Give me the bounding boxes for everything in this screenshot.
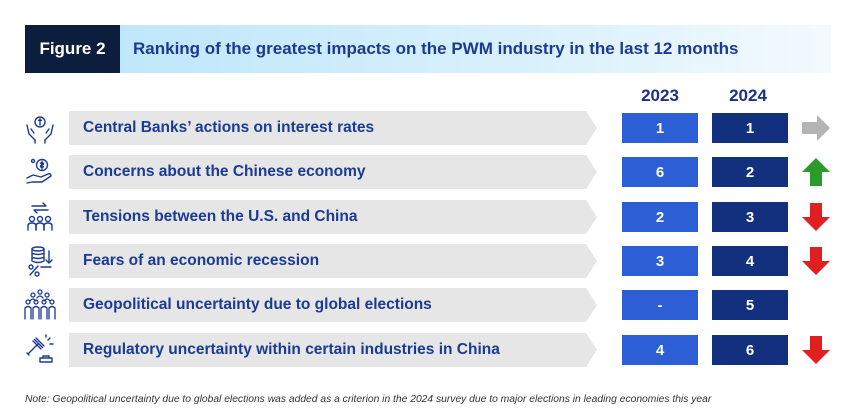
impact-label-banner: Fears of an economic recession	[69, 244, 597, 278]
rank-2024: 6	[712, 335, 788, 365]
trend-unchanged-arrow-icon	[800, 113, 832, 143]
crowd-icon	[21, 288, 59, 322]
ranking-row: Fears of an economic recession 3 4	[0, 244, 856, 278]
figure-label: Figure 2	[25, 25, 120, 73]
column-header-2024: 2024	[729, 86, 767, 105]
people-exchange-icon	[21, 200, 59, 234]
ranking-row: Geopolitical uncertainty due to global e…	[0, 288, 856, 322]
rank-2023: 1	[622, 113, 698, 143]
impact-label: Tensions between the U.S. and China	[83, 208, 358, 225]
rank-2023: 3	[622, 246, 698, 276]
rank-2023: 6	[622, 157, 698, 187]
impact-label-banner: Tensions between the U.S. and China	[69, 200, 597, 234]
trend-up-arrow-icon	[800, 157, 832, 187]
hand-money-icon	[21, 155, 59, 189]
rank-2024: 2	[712, 157, 788, 187]
ranking-row: Central Banks’ actions on interest rates…	[0, 111, 856, 145]
impact-label: Geopolitical uncertainty due to global e…	[83, 296, 432, 313]
impact-label: Central Banks’ actions on interest rates	[83, 119, 375, 136]
coins-decline-icon	[21, 244, 59, 278]
rank-2023: 4	[622, 335, 698, 365]
rank-2023: -	[622, 290, 698, 320]
impact-label-banner: Central Banks’ actions on interest rates	[69, 111, 597, 145]
gavel-icon	[21, 333, 59, 367]
footnote: Note: Geopolitical uncertainty due to gl…	[25, 394, 712, 405]
ranking-row: Tensions between the U.S. and China 2 3	[0, 200, 856, 234]
rank-2024: 3	[712, 202, 788, 232]
ranking-row: Concerns about the Chinese economy 6 2	[0, 155, 856, 189]
trend-down-arrow-icon	[800, 335, 832, 365]
impact-label-banner: Regulatory uncertainty within certain in…	[69, 333, 597, 367]
impact-label: Regulatory uncertainty within certain in…	[83, 341, 500, 358]
hands-coin-icon	[21, 111, 59, 145]
rank-2024: 4	[712, 246, 788, 276]
impact-label: Fears of an economic recession	[83, 252, 320, 269]
rank-2024: 5	[712, 290, 788, 320]
impact-label-banner: Geopolitical uncertainty due to global e…	[69, 288, 597, 322]
trend-down-arrow-icon	[800, 246, 832, 276]
ranking-row: Regulatory uncertainty within certain in…	[0, 333, 856, 367]
rank-2024: 1	[712, 113, 788, 143]
impact-label: Concerns about the Chinese economy	[83, 163, 366, 180]
impact-label-banner: Concerns about the Chinese economy	[69, 155, 597, 189]
rank-2023: 2	[622, 202, 698, 232]
column-header-2023: 2023	[641, 86, 679, 105]
figure-title: Ranking of the greatest impacts on the P…	[120, 25, 831, 73]
trend-down-arrow-icon	[800, 202, 832, 232]
